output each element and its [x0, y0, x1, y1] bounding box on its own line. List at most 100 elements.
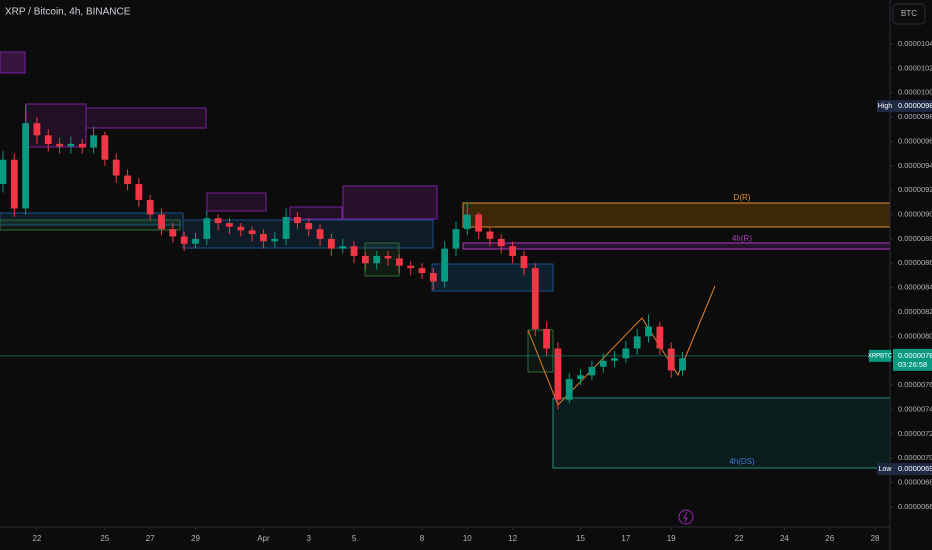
candle-body: [328, 238, 335, 249]
zone: [342, 185, 438, 220]
candle-body: [316, 229, 324, 239]
candle-body: [33, 123, 41, 136]
candle-body: [158, 214, 165, 230]
zone: [289, 206, 343, 220]
zone: [527, 329, 554, 373]
event-icon[interactable]: [678, 509, 694, 525]
currency-button[interactable]: [892, 3, 926, 25]
zone-label: 4h(DS): [729, 457, 755, 466]
candle-body: [226, 223, 233, 227]
x-tick-label: 8: [420, 534, 425, 543]
event-icon-bolt: [683, 511, 688, 523]
price-marker-badge: [893, 100, 932, 113]
candle-body: [429, 273, 437, 282]
candle-body: [22, 123, 29, 209]
candle-body: [509, 246, 517, 256]
candle-body: [475, 214, 483, 232]
candle-body: [441, 248, 449, 282]
candle-body: [667, 348, 675, 371]
y-tick-label: 0.00001040: [898, 39, 932, 48]
candle-body: [543, 329, 550, 349]
candle-body: [554, 348, 562, 400]
price-marker-name-badge: [877, 463, 893, 476]
candle-body: [531, 268, 539, 330]
candle-body: [361, 255, 369, 264]
zone: [462, 202, 891, 228]
candle-body: [395, 258, 403, 266]
price-marker-label: 0.00000691: [898, 464, 932, 473]
chart-title: XRP / Bitcoin, 4h, BINANCE: [5, 7, 131, 18]
pattern-line: [527, 285, 716, 406]
price-marker-name: High: [878, 103, 893, 110]
candle-body: [373, 255, 381, 264]
zone: [0, 212, 184, 226]
candle-body: [599, 360, 607, 367]
candle-body: [203, 218, 211, 239]
candle-body: [112, 159, 120, 176]
candle-body: [633, 336, 641, 349]
x-tick-label: 15: [576, 534, 585, 543]
candle-body: [282, 216, 290, 239]
price-marker-badge: [893, 463, 932, 476]
currency-button-label[interactable]: BTC: [901, 9, 917, 18]
x-tick-label: 27: [146, 534, 155, 543]
candle-body: [180, 236, 188, 244]
candle-body: [452, 229, 460, 249]
candle-body: [497, 238, 505, 247]
x-tick-label: 22: [32, 534, 41, 543]
last-price-label: 0.00000784: [898, 351, 932, 360]
candle-body: [565, 378, 573, 400]
x-tick-label: 17: [621, 534, 630, 543]
zone-label: 4h(R): [732, 234, 752, 243]
candle-body: [237, 226, 245, 231]
x-tick-label: 28: [871, 534, 880, 543]
zone: [552, 397, 891, 469]
candle-body: [169, 229, 177, 237]
candle-body: [260, 234, 267, 242]
candle-body: [0, 159, 7, 185]
x-tick-label: 10: [463, 534, 472, 543]
symbol-badge: [869, 349, 891, 362]
zone: [364, 242, 400, 277]
x-tick-label: 3: [307, 534, 312, 543]
candle-body: [67, 143, 75, 147]
candle-body: [577, 375, 584, 379]
candle-body: [101, 135, 109, 160]
zone: [0, 219, 181, 231]
candle-body: [56, 143, 63, 147]
x-tick-label: 5: [352, 534, 357, 543]
symbol-label: XRPBTC: [868, 353, 893, 359]
price-marker-name: Low: [879, 466, 893, 473]
price-marker-label: 0.00000989: [898, 101, 932, 110]
candle-body: [214, 218, 222, 224]
zone: [206, 192, 267, 212]
candle-body: [271, 238, 279, 242]
candle-body: [588, 366, 596, 376]
candle-body: [305, 223, 313, 230]
x-tick-label: 12: [508, 534, 517, 543]
candle-body: [294, 216, 301, 224]
candle-body: [146, 199, 154, 215]
last-price-countdown: 03:26:58: [898, 360, 927, 369]
candle-body: [645, 326, 652, 337]
candle-body: [350, 246, 358, 256]
zone: [462, 242, 891, 250]
candle-body: [248, 230, 256, 235]
x-tick-label: 25: [100, 534, 109, 543]
zone: [85, 107, 207, 129]
x-tick-label: 24: [780, 534, 789, 543]
